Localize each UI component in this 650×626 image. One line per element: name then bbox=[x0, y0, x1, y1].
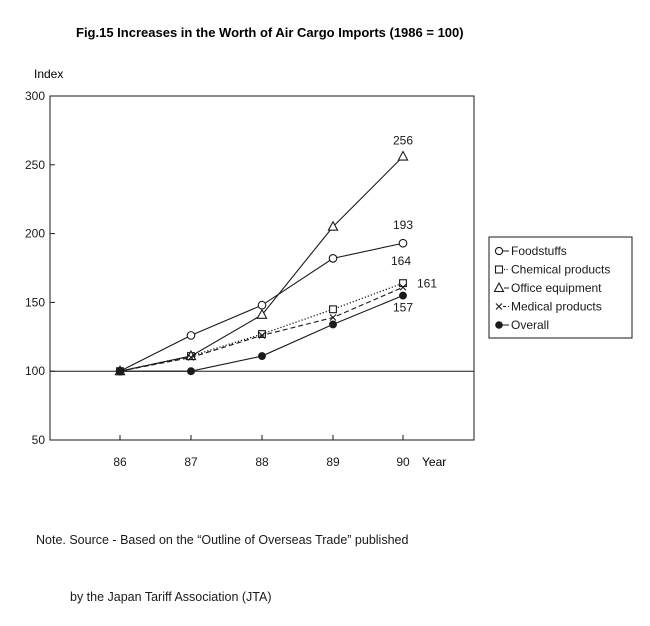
point-medical-products bbox=[329, 314, 337, 321]
y-tick-label: 50 bbox=[32, 433, 46, 447]
point-medical-products bbox=[399, 283, 407, 291]
point-office-equipment bbox=[397, 150, 409, 161]
point-medical-products bbox=[187, 354, 195, 361]
data-label-office-equipment: 256 bbox=[393, 134, 413, 148]
legend-item-overall: Overall bbox=[495, 318, 549, 332]
series-foodstuffs bbox=[115, 238, 408, 376]
y-tick-label: 100 bbox=[25, 364, 45, 378]
legend-label: Chemical products bbox=[511, 263, 610, 277]
legend-item-foodstuffs: Foodstuffs bbox=[494, 244, 567, 258]
series-office-equipment bbox=[114, 150, 409, 376]
y-tick-label: 200 bbox=[25, 227, 45, 241]
point-foodstuffs bbox=[328, 254, 338, 263]
source-note-line-1: Note. Source - Based on the “Outline of … bbox=[36, 533, 409, 547]
point-overall bbox=[187, 367, 195, 376]
x-tick-label: 87 bbox=[184, 455, 198, 469]
legend-label: Office equipment bbox=[511, 281, 602, 295]
chart-title: Fig.15 Increases in the Worth of Air Car… bbox=[76, 25, 464, 40]
legend-label: Foodstuffs bbox=[511, 244, 567, 258]
data-label-medical-products: 161 bbox=[417, 276, 437, 290]
point-overall bbox=[116, 367, 124, 376]
legend-triangle-icon bbox=[493, 281, 505, 293]
legend-label: Medical products bbox=[511, 300, 602, 314]
y-axis-label: Index bbox=[34, 67, 63, 81]
chart: Fig.15 Increases in the Worth of Air Car… bbox=[25, 25, 633, 469]
x-tick-label: 88 bbox=[255, 455, 269, 469]
point-overall bbox=[258, 352, 266, 361]
legend-item-office-equipment: Office equipment bbox=[493, 281, 602, 295]
legend-x-icon bbox=[495, 303, 503, 310]
legend-box bbox=[488, 236, 633, 339]
x-tick-label: 89 bbox=[326, 455, 340, 469]
point-office-equipment bbox=[256, 308, 268, 319]
y-tick-label: 150 bbox=[25, 295, 45, 309]
y-tick-label: 300 bbox=[25, 89, 45, 103]
point-overall bbox=[329, 320, 337, 329]
legend-item-chemical-products: Chemical products bbox=[494, 263, 610, 277]
point-chemical-products bbox=[329, 305, 337, 314]
series-chemical-products bbox=[116, 279, 407, 376]
x-tick-label: 90 bbox=[396, 455, 410, 469]
point-chemical-products bbox=[258, 330, 266, 338]
legend-dot-icon bbox=[495, 321, 503, 329]
point-overall bbox=[399, 291, 407, 300]
data-label-overall: 157 bbox=[393, 301, 413, 315]
legend-item-medical-products: Medical products bbox=[495, 300, 602, 314]
point-foodstuffs bbox=[186, 331, 196, 340]
x-tick-label: 86 bbox=[113, 455, 127, 469]
point-foodstuffs bbox=[257, 300, 267, 310]
data-label-foodstuffs: 193 bbox=[393, 218, 413, 232]
point-foodstuffs bbox=[398, 238, 408, 248]
source-note-line-2: by the Japan Tariff Association (JTA) bbox=[70, 590, 272, 604]
legend-square-icon bbox=[494, 265, 504, 274]
legend-circle-icon bbox=[494, 246, 504, 256]
point-medical-products bbox=[258, 332, 266, 339]
legend-label: Overall bbox=[511, 318, 549, 332]
series-line-office-equipment bbox=[119, 156, 404, 372]
point-office-equipment bbox=[327, 220, 339, 231]
series-overall bbox=[116, 291, 407, 376]
source-note: Note. Source - Based on the “Outline of … bbox=[36, 493, 408, 626]
x-axis-label: Year bbox=[422, 455, 446, 469]
y-tick-label: 250 bbox=[25, 158, 45, 172]
data-label-chemical-products: 164 bbox=[391, 254, 411, 268]
